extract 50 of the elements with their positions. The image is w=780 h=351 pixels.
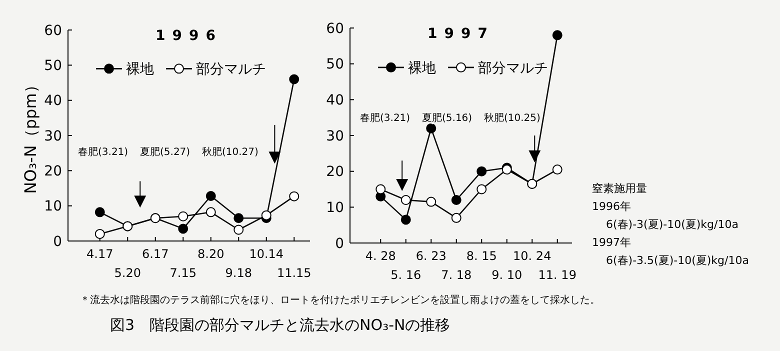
- legend-label: 裸地: [126, 62, 154, 78]
- annotation: 夏肥(5.16): [422, 113, 472, 124]
- x-tick-label: 6.17: [142, 247, 169, 261]
- chart-title: 1996: [156, 28, 222, 44]
- x-tick-label: 8. 15: [466, 249, 497, 263]
- text: 6(春)-3(夏)-10(夏)kg/10a: [606, 218, 738, 231]
- legend-label: 裸地: [408, 60, 436, 76]
- x-tick-label: 11.15: [276, 266, 312, 280]
- text: 窒素施用量: [592, 182, 647, 195]
- text: 1997年: [592, 236, 631, 249]
- y-tick-label: 40: [326, 92, 344, 109]
- annotation: 秋肥(10.27): [202, 146, 259, 158]
- legend-label: 部分マルチ: [196, 62, 266, 78]
- x-tick-label: 8.20: [198, 247, 224, 261]
- y-tick-label: 0: [53, 234, 62, 250]
- y-tick-label: 30: [326, 128, 344, 144]
- y-tick-label: 20: [326, 164, 344, 180]
- x-tick-label: 11. 19: [538, 268, 576, 282]
- x-tick-label: 4.17: [86, 247, 114, 261]
- y-tick-label: 60: [44, 22, 62, 39]
- y-tick-label: 0: [335, 236, 344, 252]
- x-tick-label: 9. 10: [492, 268, 522, 282]
- y-tick-label: 40: [44, 93, 62, 110]
- text: 6(春)-3.5(夏)-10(夏)kg/10a: [606, 254, 749, 267]
- text: ＊流去水は階段園のテラス前部に穴をほり、ロートを付けたポリエチレンビンを設置し雨よけの蓋をして採水した。: [80, 294, 600, 306]
- annotation: 春肥(3.21): [360, 113, 410, 124]
- text: 図3 階段園の部分マルチと流去水のNO₃-Nの推移: [110, 316, 450, 334]
- x-tick-label: 4. 28: [365, 249, 396, 263]
- chart-title: 1997: [428, 26, 494, 42]
- x-tick-label: 10.14: [249, 247, 284, 261]
- annotation: 春肥(3.21): [78, 146, 128, 158]
- y-tick-label: 50: [44, 58, 62, 74]
- annotation: 夏肥(5.27): [140, 146, 190, 158]
- x-tick-label: 5.20: [114, 266, 141, 280]
- legend-label: 部分マルチ: [478, 60, 548, 76]
- text: 1996年: [592, 200, 631, 213]
- x-tick-label: 7.15: [170, 266, 196, 280]
- y-axis-title: NO₃-N（ppm）: [21, 77, 40, 194]
- y-tick-label: 10: [326, 200, 344, 216]
- y-tick-label: 60: [326, 20, 344, 37]
- annotation: 秋肥(10.25): [484, 112, 541, 124]
- x-tick-label: 10. 24: [513, 249, 552, 263]
- x-tick-label: 7. 18: [441, 268, 472, 282]
- x-tick-label: 5. 16: [390, 268, 422, 282]
- y-tick-label: 50: [326, 56, 344, 73]
- y-tick-label: 20: [44, 164, 62, 180]
- x-tick-label: 9.18: [225, 266, 252, 280]
- y-tick-label: 30: [44, 128, 62, 144]
- x-tick-label: 6. 23: [416, 249, 446, 263]
- y-tick-label: 10: [44, 198, 62, 215]
